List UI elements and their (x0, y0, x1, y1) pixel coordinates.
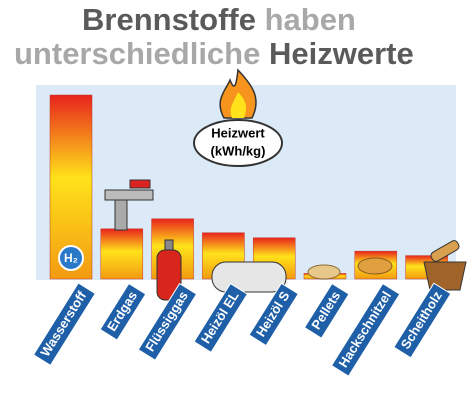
flame (219, 68, 257, 119)
label-box (330, 282, 401, 377)
bar (100, 228, 144, 280)
pellets (307, 264, 341, 280)
unit-bubble (193, 119, 283, 167)
h2-icon (58, 245, 84, 271)
unit-label: (kWh/kg) (211, 143, 266, 158)
category-label: Erdgas (99, 282, 147, 341)
label-box (32, 282, 96, 367)
unit-label: Heizwert (211, 125, 265, 140)
wood-chips (357, 257, 393, 275)
h2-label: H₂ (64, 251, 78, 265)
gas-pipe (104, 179, 154, 231)
label-box (393, 282, 452, 359)
label-box (193, 282, 249, 353)
category-label: Scheitholz (393, 282, 452, 359)
category-label: Wasserstoff (32, 282, 96, 367)
x-tick-label: Wasserstoff (37, 288, 89, 359)
x-tick-label: Scheitholz (398, 288, 445, 352)
oil-tank (211, 261, 287, 293)
category-label: Heizöl EL (193, 282, 249, 353)
label-box (99, 282, 147, 341)
category-label: Heizöl S (248, 282, 300, 347)
category-label: Pellets (303, 282, 350, 339)
label-box (248, 282, 300, 347)
title: unterschiedliche Heizwerte (14, 36, 414, 71)
label-box (303, 282, 350, 339)
title: Brennstoffe haben (82, 2, 356, 37)
label-box (137, 282, 198, 361)
